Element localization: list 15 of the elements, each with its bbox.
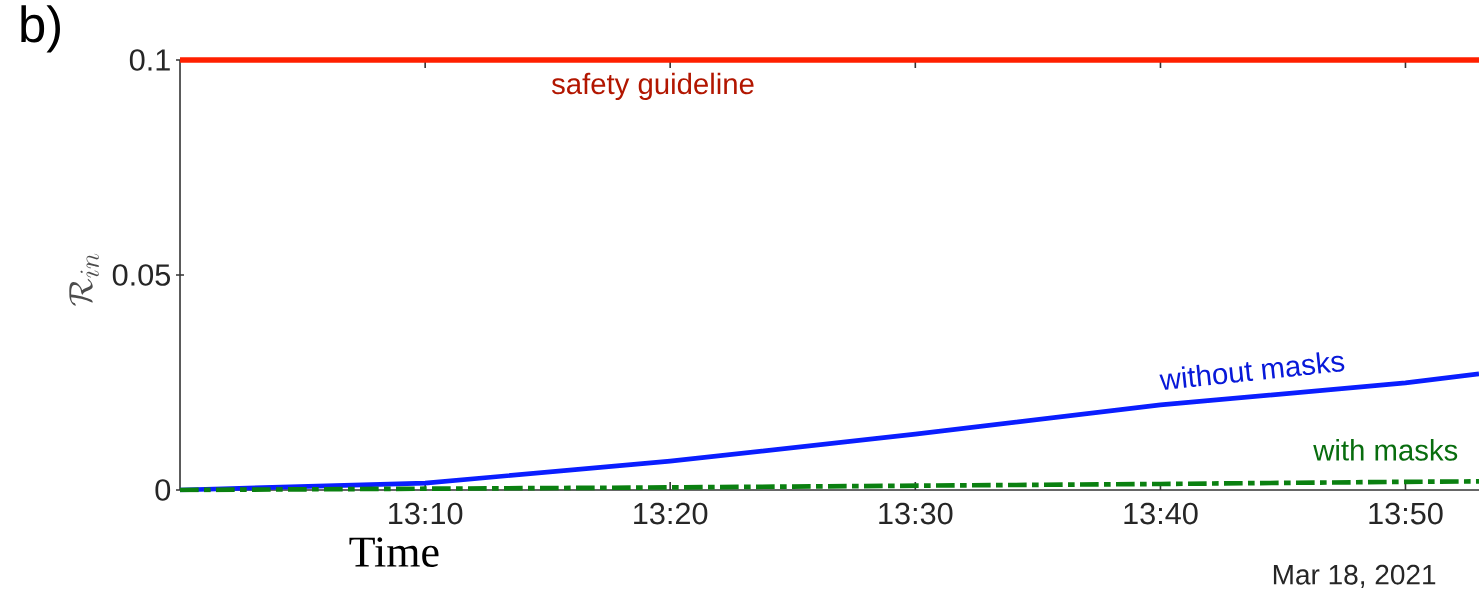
y-tick-label: 0.1 — [129, 49, 170, 71]
x-tick-label: 13:40 — [1124, 502, 1198, 525]
series-label: with masks — [1313, 439, 1458, 461]
x-tick-label: 13:30 — [879, 502, 953, 525]
y-axis-title: $\mathcal{R}_{in}$ — [69, 253, 99, 306]
y-tick-label: 0.05 — [112, 264, 171, 286]
y-tick-label: 0 — [155, 479, 171, 501]
x-tick-label: 13:10 — [389, 502, 463, 525]
text: b) — [21, 5, 60, 53]
x-tick-label: 13:50 — [1369, 502, 1443, 525]
text: Mar 18, 2021 — [1273, 564, 1436, 588]
ref-line-label: safety guideline — [551, 72, 754, 101]
text: without masks — [1159, 352, 1345, 390]
x-tick-label: 13:20 — [634, 502, 708, 525]
x-axis-title: Time — [349, 537, 439, 567]
